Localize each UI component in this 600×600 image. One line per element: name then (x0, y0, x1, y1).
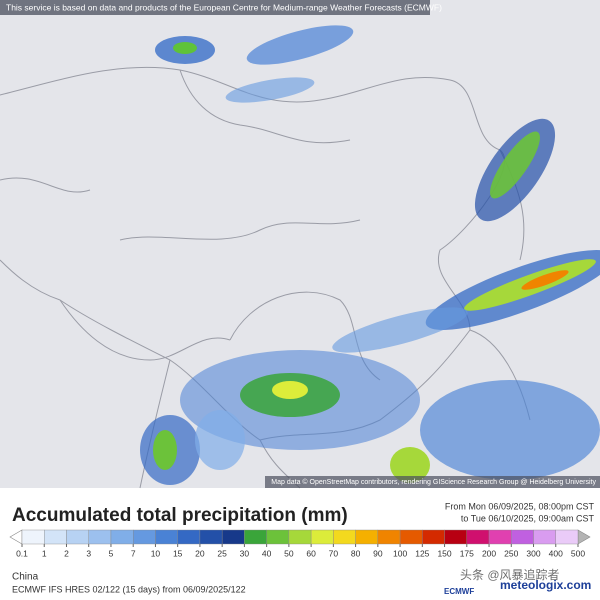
color-swatch (21, 529, 45, 545)
color-swatch (355, 529, 379, 545)
color-swatch (422, 529, 445, 545)
legend-tick-label: 40 (262, 548, 272, 558)
legend-tick-label: 70 (329, 548, 339, 558)
legend-tick-label: 150 (437, 548, 451, 558)
legend-tick-label: 25 (217, 548, 227, 558)
legend-tick-label: 10 (151, 548, 161, 558)
legend-tick-label: 0.1 (16, 548, 28, 558)
notice-bar (0, 0, 430, 15)
legend-tick-label: 15 (173, 548, 183, 558)
color-swatch (444, 529, 467, 545)
color-swatch (199, 529, 223, 545)
legend-tick-label: 400 (549, 548, 563, 558)
color-swatch (110, 529, 134, 545)
legend-tick-label: 7 (131, 548, 136, 558)
ecmwf-logo: ECMWF (444, 587, 474, 596)
color-swatch (288, 529, 312, 545)
color-bar-over (577, 529, 591, 545)
attribution-bar (265, 476, 600, 488)
color-swatch (555, 529, 579, 545)
color-swatch (511, 529, 534, 545)
color-swatch (66, 529, 89, 545)
region: China (12, 572, 39, 583)
legend-tick-label: 300 (526, 548, 540, 558)
legend-tick-label: 2 (64, 548, 69, 558)
legend-tick-label: 50 (284, 548, 294, 558)
color-swatch (377, 529, 401, 545)
watermark: 头条 @风暴追踪者 (460, 567, 560, 582)
color-swatch (488, 529, 512, 545)
legend-tick-label: 60 (306, 548, 316, 558)
legend-tick-label: 80 (351, 548, 361, 558)
model-run: ECMWF IFS HRES 02/122 (15 days) from 06/… (12, 584, 246, 594)
legend-tick-label: 200 (482, 548, 496, 558)
legend-tick-label: 3 (86, 548, 91, 558)
legend-tick-label: 175 (460, 548, 474, 558)
color-swatch (221, 529, 245, 545)
color-bar: 0.1 1 2 3 5 7 10 15 20 25 30 40 50 60 70 80 90 100 125 150 1… (9, 529, 591, 558)
legend-tick-label: 100 (393, 548, 407, 558)
color-swatch (266, 529, 290, 545)
legend-tick-label: 250 (504, 548, 518, 558)
legend-tick-label: 20 (195, 548, 205, 558)
legend-tick-label: 30 (240, 548, 250, 558)
color-swatch (155, 529, 178, 545)
precipitation-areas (140, 25, 600, 485)
color-swatch (310, 529, 334, 545)
legend-tick-label: 1 (42, 548, 47, 558)
meteologix-logo: meteologix.com (500, 578, 591, 592)
legend-from: From Mon 06/09/2025, 08:00pm CST (445, 501, 595, 511)
color-swatch (132, 529, 156, 545)
legend-tick-label: 125 (415, 548, 429, 558)
color-bar-under (9, 529, 23, 545)
legend-tick-label: 5 (109, 548, 114, 558)
color-swatch (177, 529, 201, 545)
color-swatch (333, 529, 356, 545)
color-swatch (466, 529, 490, 545)
legend-tick-label: 90 (373, 548, 383, 558)
notice-text: This service is based on data and produc… (6, 2, 442, 12)
color-swatch (244, 529, 267, 545)
color-swatch (88, 529, 112, 545)
color-swatch (533, 529, 556, 545)
color-swatch (399, 529, 423, 545)
color-swatch (44, 529, 67, 545)
map-attribution: Map data © OpenStreetMap contributors, r… (271, 478, 596, 486)
legend-tick-label: 500 (571, 548, 585, 558)
legend-to: to Tue 06/10/2025, 09:00am CST (461, 513, 595, 523)
legend-title: Accumulated total precipitation (mm) (12, 505, 348, 526)
